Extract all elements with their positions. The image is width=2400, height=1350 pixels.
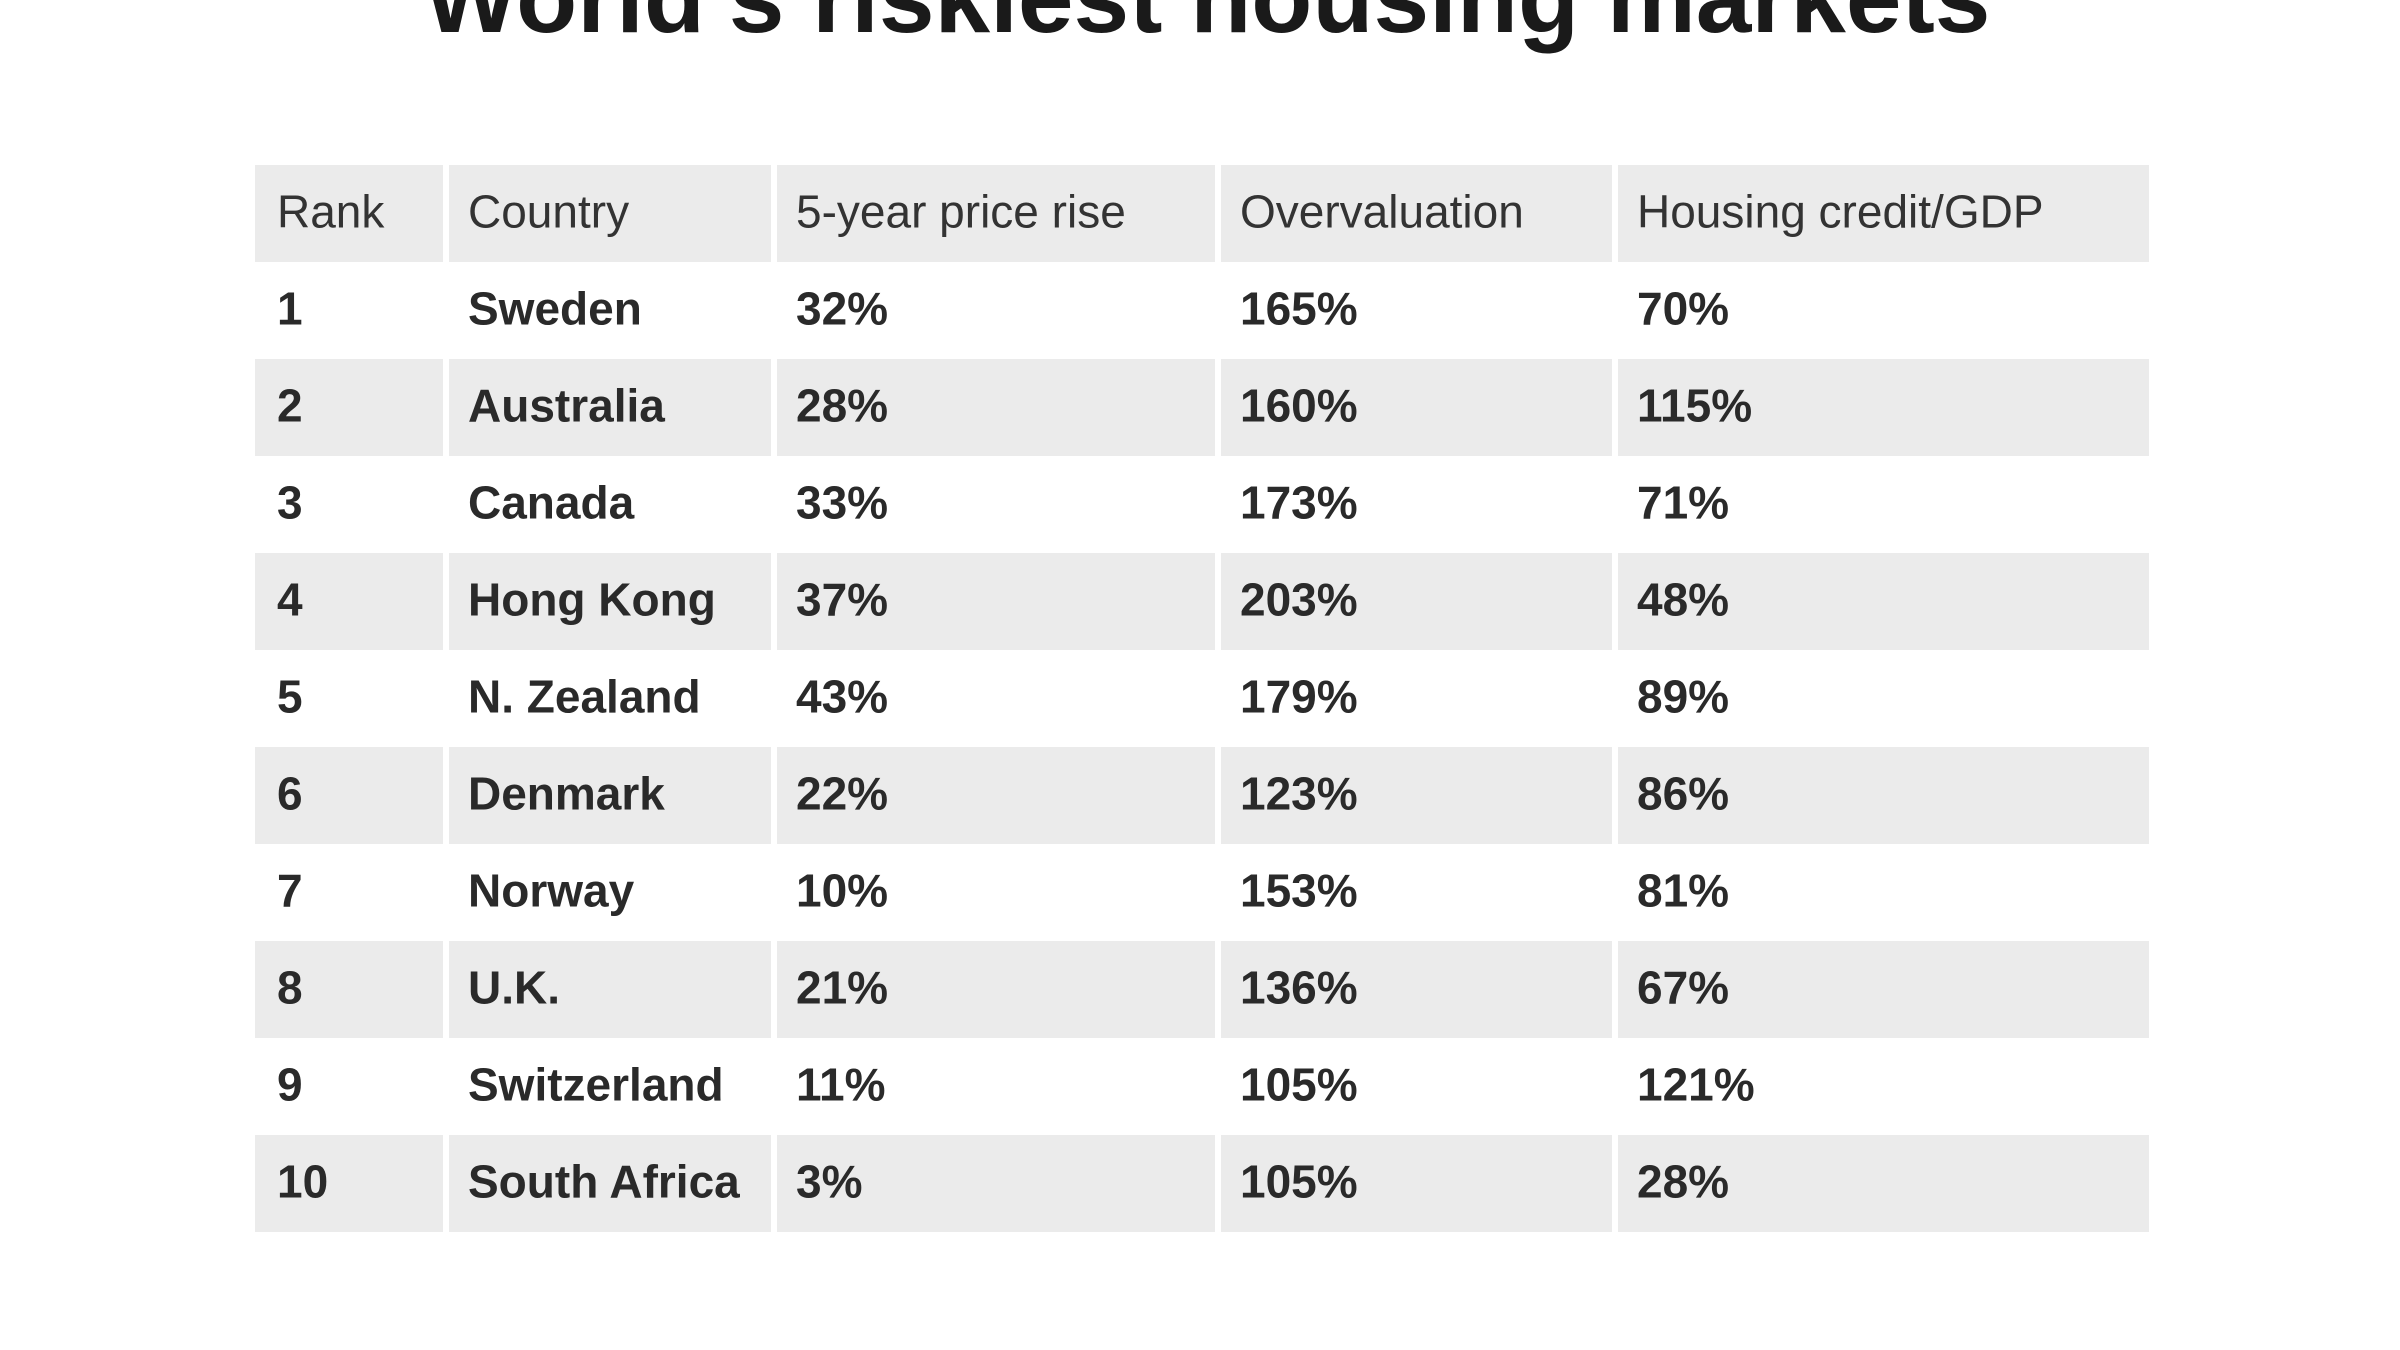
cell-bg [1618,359,2149,456]
cell-text: 153% [1240,865,1358,917]
cell-text: 37% [796,574,888,626]
cell-text: 105% [1240,1059,1358,1111]
cell-text: 6 [277,768,303,820]
cell-text: 86% [1637,768,1729,820]
cell-text: Canada [468,477,635,529]
cell-text: 70% [1637,283,1729,335]
cell-bg [449,941,771,1038]
cell-bg [777,359,1215,456]
column-header: Rank [277,186,385,238]
column-header: Country [468,186,629,238]
cell-text: 11% [796,1059,886,1111]
cell-bg [449,1135,771,1232]
cell-bg [1618,941,2149,1038]
cell-text: U.K. [468,962,560,1014]
cell-bg [1221,941,1612,1038]
cell-bg [1618,1135,2149,1232]
cell-text: 71% [1637,477,1729,529]
cell-text: 3 [277,477,303,529]
cell-text: 7 [277,865,303,917]
cell-bg [1618,747,2149,844]
cell-text: Denmark [468,768,665,820]
cell-bg [1618,165,2149,262]
cell-text: 8 [277,962,303,1014]
cell-text: Sweden [468,283,642,335]
cell-bg [1221,165,1612,262]
cell-text: 123% [1240,768,1358,820]
cell-text: 22% [796,768,888,820]
cell-text: 165% [1240,283,1358,335]
column-header: Housing credit/GDP [1637,186,2044,238]
page-title: World's riskiest housing markets [424,0,1991,54]
cell-text: 21% [796,962,888,1014]
cell-text: Norway [468,865,635,917]
cell-bg [1221,359,1612,456]
cell-bg [449,747,771,844]
cell-text: 5 [277,671,303,723]
cell-text: Hong Kong [468,574,716,626]
cell-bg [255,1135,443,1232]
cell-text: 33% [796,477,888,529]
cell-bg [449,165,771,262]
cell-bg [1221,553,1612,650]
cell-bg [255,359,443,456]
cell-text: 48% [1637,574,1729,626]
cell-bg [777,553,1215,650]
table: Rank Country 5-year price rise Overvaluatio… [255,165,2149,1232]
cell-text: 10% [796,865,888,917]
cell-bg [255,553,443,650]
cell-text: 1 [277,283,303,335]
cell-bg [255,747,443,844]
cell-bg [1221,1135,1612,1232]
cell-text: 115% [1637,380,1752,432]
cell-text: 160% [1240,380,1358,432]
cell-text: 136% [1240,962,1358,1014]
cell-bg [777,747,1215,844]
cell-bg [1221,747,1612,844]
cell-bg [255,941,443,1038]
cell-text: South Africa [468,1156,740,1208]
cell-text: Switzerland [468,1059,724,1111]
column-header: Overvaluation [1240,186,1524,238]
cell-text: 9 [277,1059,303,1111]
cell-text: 203% [1240,574,1358,626]
cell-text: 81% [1637,865,1729,917]
column-header: 5-year price rise [796,186,1126,238]
cell-text: 10 [277,1156,328,1208]
cell-bg [777,1135,1215,1232]
cell-bg [255,165,443,262]
cell-bg [449,553,771,650]
cell-text: 89% [1637,671,1729,723]
cell-text: 28% [796,380,888,432]
cell-text: 173% [1240,477,1358,529]
cell-text: 43% [796,671,888,723]
cell-text: 3% [796,1156,862,1208]
cell-text: Australia [468,380,665,432]
cell-text: 2 [277,380,303,432]
cell-bg [1618,553,2149,650]
cell-bg [777,941,1215,1038]
cell-text: 121% [1637,1059,1755,1111]
cell-text: 105% [1240,1156,1358,1208]
cell-text: 28% [1637,1156,1729,1208]
cell-text: 4 [277,574,303,626]
cell-text: N. Zealand [468,671,701,723]
cell-text: 67% [1637,962,1729,1014]
cell-bg [777,165,1215,262]
cell-text: 32% [796,283,888,335]
cell-bg [449,359,771,456]
cell-text: 179% [1240,671,1358,723]
